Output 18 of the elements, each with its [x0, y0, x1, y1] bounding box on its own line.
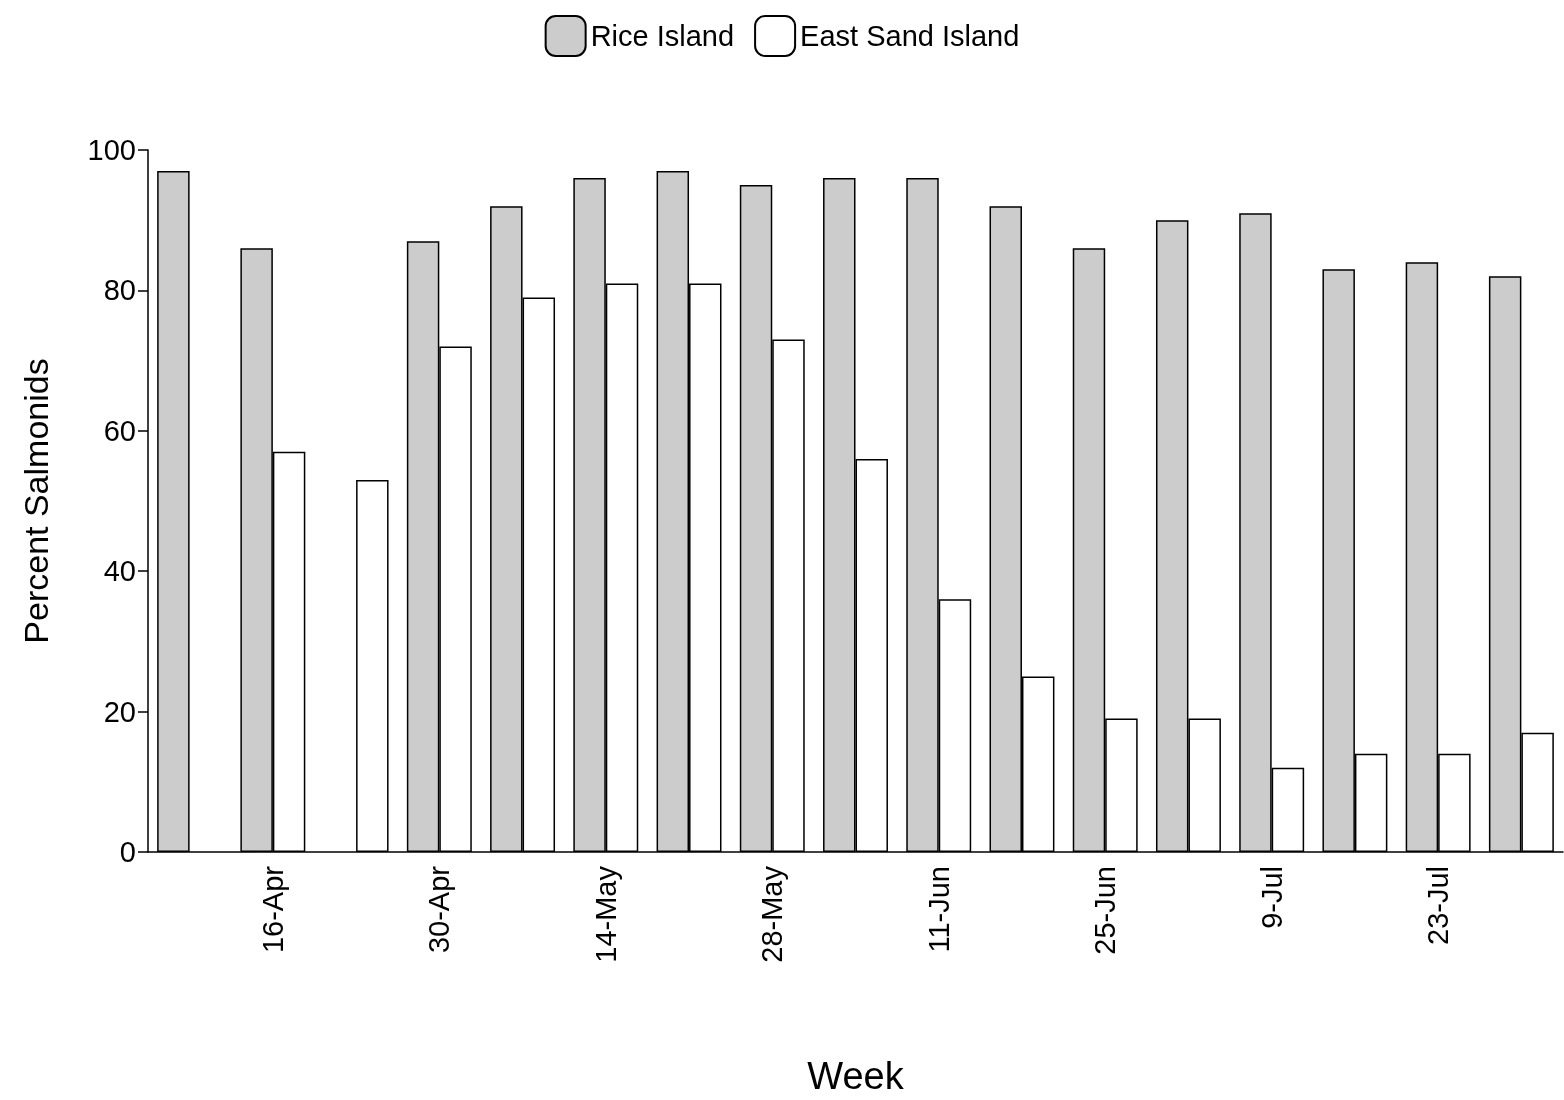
x-axis-title: Week [807, 1055, 905, 1097]
y-axis-title: Percent Salmonids [17, 358, 55, 644]
legend-label: Rice Island [590, 20, 735, 52]
y-tick-label: 20 [103, 695, 136, 728]
y-tick-label: 40 [103, 555, 136, 588]
x-tick-label: 25-Jun [1089, 866, 1122, 955]
x-tick-label: 14-May [589, 865, 622, 963]
y-tick-label: 60 [103, 414, 136, 447]
legend-label: East Sand Island [800, 20, 1020, 52]
x-tick-label: 16-Apr [256, 865, 289, 954]
x-tick-label: 11-Jun [922, 866, 955, 953]
y-tick-label: 100 [87, 134, 136, 166]
y-tick-label: 80 [103, 274, 136, 307]
x-tick-label: 28-May [756, 865, 789, 963]
x-tick-label: 30-Apr [423, 865, 456, 954]
x-tick-label: 9-Jul [1255, 866, 1288, 929]
x-tick-label: 23-Jul [1422, 866, 1455, 945]
y-tick-label: 0 [119, 836, 136, 868]
